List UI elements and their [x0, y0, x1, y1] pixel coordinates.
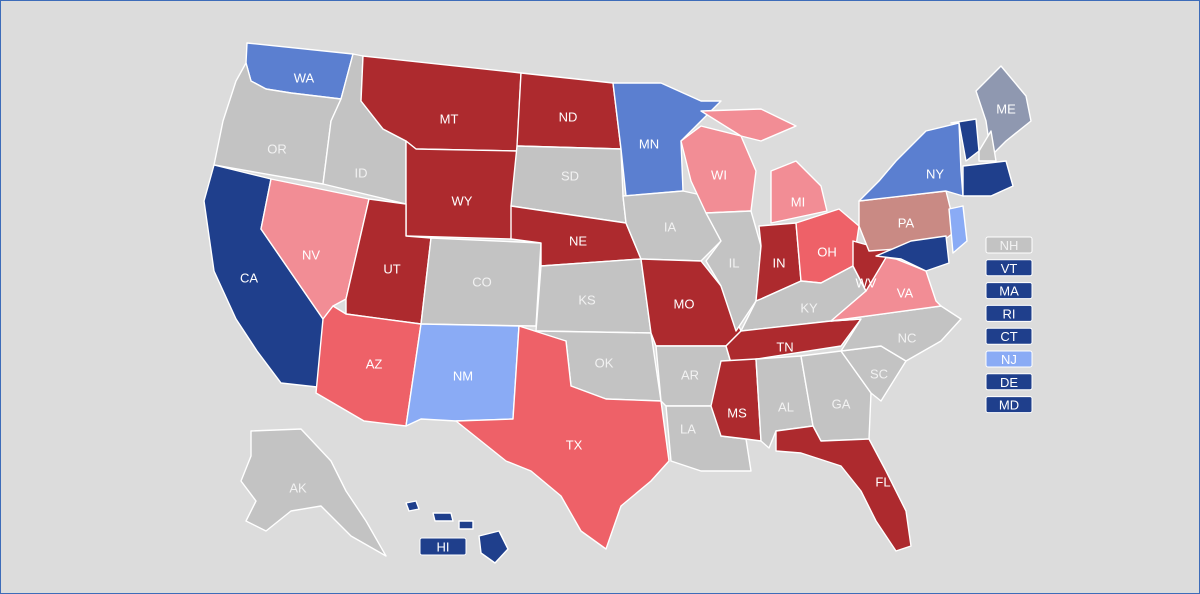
chip-MD[interactable]: MD [985, 396, 1033, 414]
chip-VT[interactable]: VT [985, 259, 1033, 277]
chip-CT[interactable]: CT [985, 327, 1033, 345]
chip-CT-box [985, 327, 1033, 345]
state-ND[interactable] [516, 72, 622, 150]
state-HI[interactable] [405, 500, 509, 564]
state-AK[interactable] [240, 428, 387, 557]
chip-NH[interactable]: NH [985, 236, 1033, 254]
new-england-states[interactable] [950, 118, 1014, 197]
chip-RI[interactable]: RI [985, 304, 1033, 322]
state-WY[interactable] [405, 140, 518, 240]
chip-HI[interactable]: HI [419, 537, 467, 556]
state-CO[interactable] [420, 237, 542, 327]
state-IL[interactable] [705, 210, 762, 332]
state-NH[interactable] [978, 130, 997, 162]
chip-VT-box [985, 259, 1033, 277]
chip-MA[interactable]: MA [985, 282, 1033, 300]
chip-MA-box [985, 282, 1033, 300]
state-IA[interactable] [622, 190, 722, 262]
chip-DE[interactable]: DE [985, 373, 1033, 391]
state-NY[interactable] [858, 122, 964, 202]
chip-DE-box [985, 373, 1033, 391]
state-KS[interactable] [535, 258, 652, 334]
chip-MD-box [985, 396, 1033, 414]
chip-NJ-box [985, 350, 1033, 368]
chip-RI-box [985, 304, 1033, 322]
state-TX[interactable] [455, 325, 670, 550]
state-NC[interactable] [830, 305, 962, 362]
state-MS[interactable] [710, 358, 762, 442]
state-NM[interactable] [405, 323, 520, 427]
chip-HI-box [419, 537, 467, 556]
state-AZ[interactable] [315, 305, 422, 427]
chip-NH-box [985, 236, 1033, 254]
state-MD[interactable] [875, 235, 950, 272]
state-WI[interactable] [680, 125, 757, 214]
chip-NJ[interactable]: NJ [985, 350, 1033, 368]
state-NJ[interactable] [948, 205, 968, 254]
state-MI[interactable] [700, 108, 828, 224]
state-FL[interactable] [775, 425, 912, 552]
